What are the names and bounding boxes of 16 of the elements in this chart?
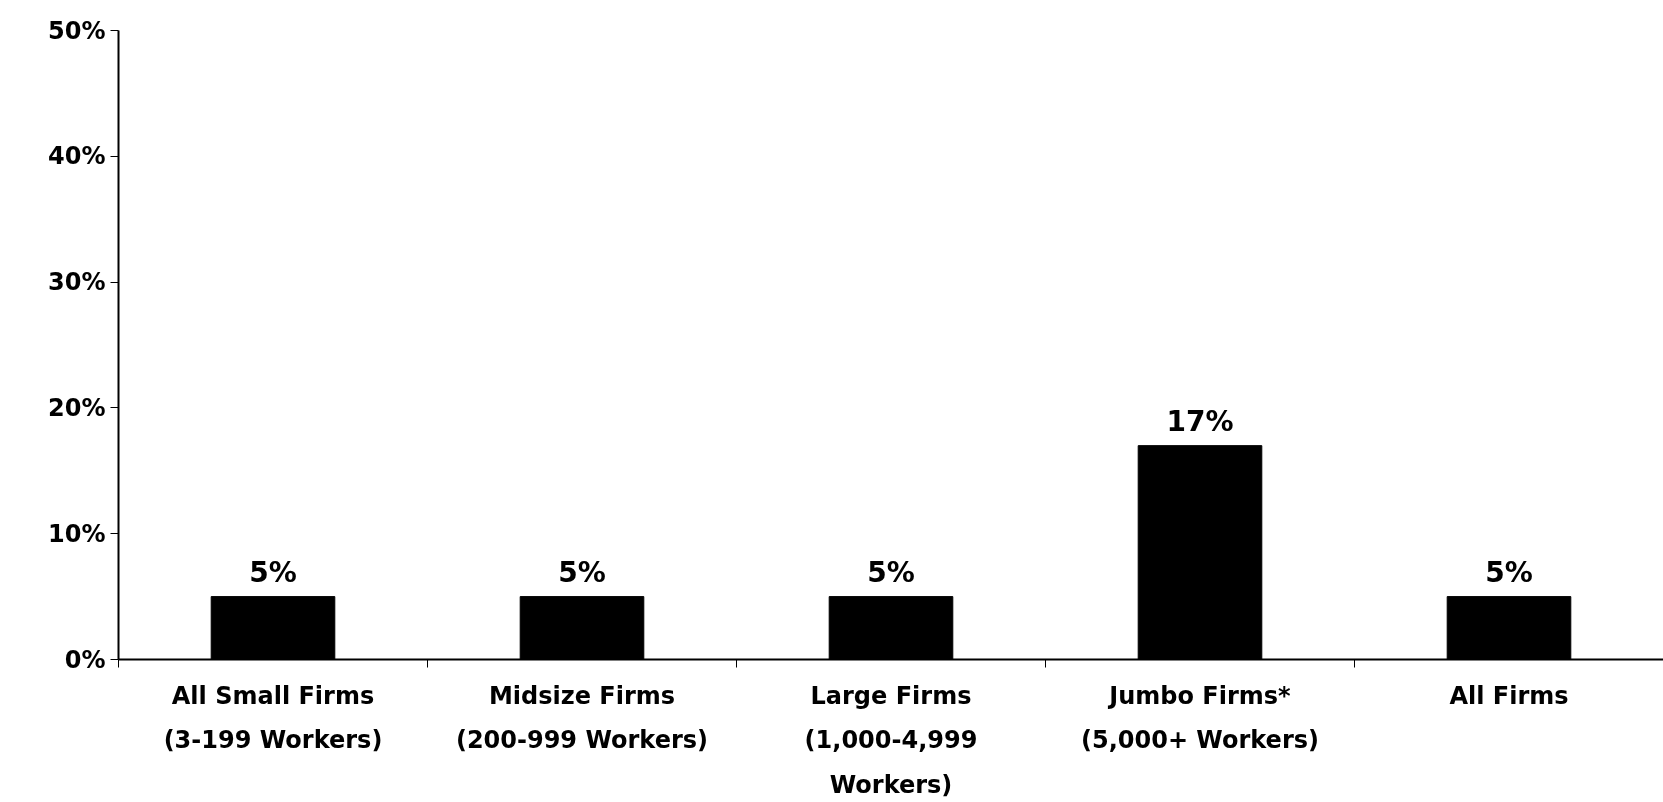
data-label: 5% xyxy=(249,555,297,589)
y-tick-label: 10% xyxy=(48,519,106,548)
y-tick-label: 0% xyxy=(64,645,106,674)
x-tick-label: Large Firms (1,000-4,999 Workers) xyxy=(804,681,978,800)
y-tick-label: 30% xyxy=(48,268,106,297)
data-label: 5% xyxy=(867,555,915,589)
y-tick-label: 40% xyxy=(48,142,106,171)
y-tick-label: 50% xyxy=(48,16,106,45)
data-label: 5% xyxy=(558,555,606,589)
x-tick-label: Jumbo Firms* (5,000+ Workers) xyxy=(1081,681,1319,755)
x-tick-label: All Small Firms (3-199 Workers) xyxy=(163,681,383,755)
data-label: 5% xyxy=(1485,555,1533,589)
x-tick-label: All Firms xyxy=(1449,681,1569,710)
y-tick-label: 20% xyxy=(48,393,106,422)
x-tick-label: Midsize Firms (200-999 Workers) xyxy=(455,681,709,755)
data-label: 17% xyxy=(1166,404,1234,438)
